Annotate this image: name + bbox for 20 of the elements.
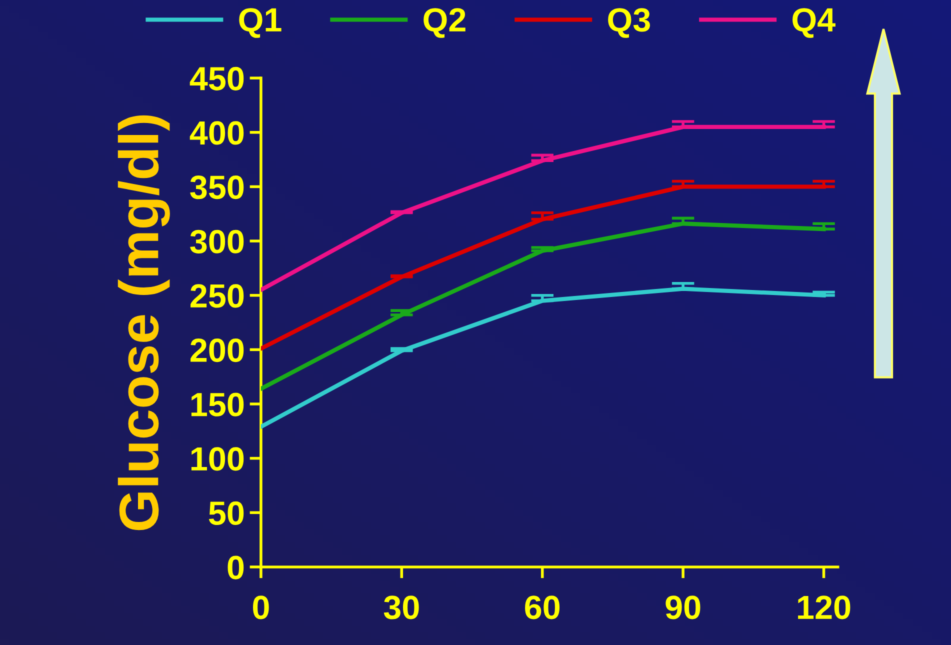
y-tick-label: 250 xyxy=(190,284,244,308)
y-tick-label: 100 xyxy=(191,447,244,471)
legend-label: Q4 xyxy=(792,8,836,38)
y-tick-label: 400 xyxy=(190,121,244,145)
y-axis-title: Glucose (mg/dl) xyxy=(118,115,170,530)
y-tick-label: 150 xyxy=(191,392,244,416)
x-tick-label: 0 xyxy=(253,596,269,620)
y-tick-label: 300 xyxy=(190,230,244,254)
legend-label: Q1 xyxy=(239,8,282,38)
y-tick-label: 0 xyxy=(228,556,244,580)
legend-label: Q3 xyxy=(608,8,650,38)
y-tick-label: 450 xyxy=(190,66,244,90)
y-tick-label: 50 xyxy=(208,501,244,526)
y-tick-label: 350 xyxy=(190,175,244,200)
x-tick-label: 60 xyxy=(525,596,560,620)
y-tick-label: 200 xyxy=(190,338,244,362)
x-tick-label: 30 xyxy=(384,596,419,620)
legend-label: Q2 xyxy=(424,8,466,38)
x-tick-label: 120 xyxy=(798,596,850,620)
x-tick-label: 90 xyxy=(666,596,700,620)
